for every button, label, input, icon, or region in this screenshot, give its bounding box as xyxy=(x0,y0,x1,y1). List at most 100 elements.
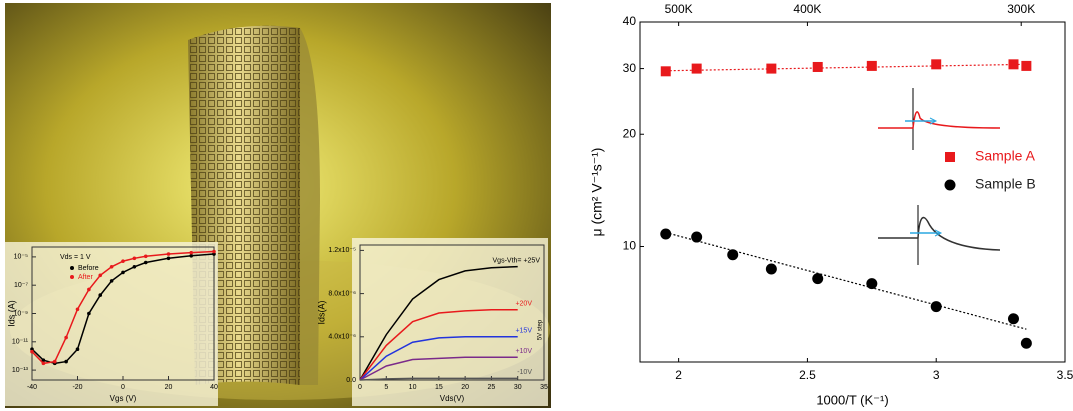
point xyxy=(691,232,702,243)
point xyxy=(212,250,216,254)
y-tick-label: 0.0 xyxy=(346,377,356,384)
point xyxy=(76,307,80,311)
point xyxy=(144,255,148,259)
y-tick-label: 20 xyxy=(623,126,637,140)
series-label: +15V xyxy=(515,328,532,335)
chart-0: 2 2.5 3 3.5 10 20 30 40 500K 400K 300K 1000/T (K⁻¹)… xyxy=(589,2,1073,407)
x-tick-label: 15 xyxy=(435,384,443,391)
series-label: +10V xyxy=(515,348,532,355)
page: 2 2.5 3 3.5 10 20 30 40 500K 400K 300K 1000/T (K⁻¹)… xyxy=(0,0,1073,411)
x-tick-label: 20 xyxy=(461,384,469,391)
x-axis-label: Vgs (V) xyxy=(110,394,137,403)
band-diagram-b xyxy=(878,205,1000,265)
x-tick-label: 0 xyxy=(358,384,362,391)
band-diagram-a xyxy=(878,88,1000,150)
point xyxy=(813,62,823,72)
x-tick-label: 10 xyxy=(409,384,417,391)
x-tick-label: 2.5 xyxy=(799,368,816,382)
point xyxy=(30,350,34,354)
point xyxy=(110,265,114,269)
point xyxy=(766,64,776,74)
y-tick-label: 1.2x10⁻⁵ xyxy=(328,247,356,254)
point xyxy=(133,256,137,260)
x-tick-label: 5 xyxy=(384,384,388,391)
point xyxy=(87,312,91,316)
point xyxy=(661,66,671,76)
x-tick-label: 20 xyxy=(165,384,173,391)
point xyxy=(1021,61,1031,71)
point xyxy=(692,64,702,74)
point xyxy=(1021,338,1032,349)
y-axis-label: Ids (A) xyxy=(6,300,16,327)
point xyxy=(64,336,68,340)
y-tick-label: 10⁻¹¹ xyxy=(12,339,29,346)
annotation: Vds = 1 V xyxy=(60,254,91,261)
point xyxy=(931,301,942,312)
point xyxy=(42,362,46,366)
point xyxy=(87,288,91,292)
y-tick-label: 10⁻⁵ xyxy=(14,254,28,261)
y-axis-label: Ids(A) xyxy=(316,300,326,324)
y-tick-label: 30 xyxy=(623,61,637,75)
point xyxy=(931,59,941,69)
y-tick-label: 8.0x10⁻⁶ xyxy=(328,290,356,297)
y-tick-label: 4.0x10⁻⁶ xyxy=(328,334,356,341)
point xyxy=(866,278,877,289)
top-tick-label: 300K xyxy=(1007,2,1035,16)
point xyxy=(98,274,102,278)
legend-label: Sample A xyxy=(975,148,1036,164)
y-tick-label: 10 xyxy=(623,239,637,253)
point xyxy=(133,265,137,269)
y-tick-label: 10⁻⁷ xyxy=(14,282,28,289)
x-axis-label: 1000/T (K⁻¹) xyxy=(816,392,888,407)
legend-marker xyxy=(70,266,74,270)
trend-line xyxy=(666,64,1027,70)
legend-label: Before xyxy=(78,265,99,272)
x-tick-label: -20 xyxy=(72,384,82,391)
plot-frame xyxy=(640,22,1065,362)
top-tick-label: 500K xyxy=(665,2,693,16)
point xyxy=(121,271,125,275)
figure: 2 2.5 3 3.5 10 20 30 40 500K 400K 300K 1000/T (K⁻¹)… xyxy=(0,0,1073,411)
point xyxy=(121,259,125,263)
point xyxy=(64,360,68,364)
point xyxy=(867,61,877,71)
point xyxy=(812,273,823,284)
x-tick-label: 40 xyxy=(210,384,218,391)
x-tick-label: 25 xyxy=(488,384,496,391)
point xyxy=(98,293,102,297)
point xyxy=(660,229,671,240)
x-tick-label: 3.5 xyxy=(1057,368,1073,382)
point xyxy=(144,261,148,265)
legend-label: Sample B xyxy=(975,176,1036,192)
point xyxy=(1008,59,1018,69)
series-label: +20V xyxy=(515,301,532,308)
x-axis-label: Vds(V) xyxy=(440,394,465,403)
point xyxy=(189,251,193,255)
point xyxy=(53,360,57,364)
legend-label: After xyxy=(78,274,93,281)
y-tick-label: 40 xyxy=(623,14,637,28)
annotation: 5V step xyxy=(538,319,544,340)
x-tick-label: 3 xyxy=(933,368,940,382)
x-tick-label: -40 xyxy=(27,384,37,391)
point xyxy=(110,279,114,283)
point xyxy=(76,347,80,351)
point xyxy=(167,256,171,260)
series-label: Vgs-Vth= +25V xyxy=(493,257,541,264)
point xyxy=(766,264,777,275)
series-label: -10V xyxy=(517,369,532,376)
point xyxy=(727,249,738,260)
point xyxy=(189,254,193,258)
x-tick-label: 35 xyxy=(540,384,548,391)
legend-marker xyxy=(945,180,956,191)
top-tick-label: 400K xyxy=(793,2,821,16)
legend-marker xyxy=(70,275,74,279)
point xyxy=(167,252,171,256)
point xyxy=(1008,313,1019,324)
x-tick-label: 30 xyxy=(514,384,522,391)
x-tick-label: 0 xyxy=(121,384,125,391)
x-tick-label: 2 xyxy=(675,368,682,382)
photo xyxy=(5,3,551,408)
y-axis-label: μ (cm² V⁻¹s⁻¹) xyxy=(589,148,605,237)
